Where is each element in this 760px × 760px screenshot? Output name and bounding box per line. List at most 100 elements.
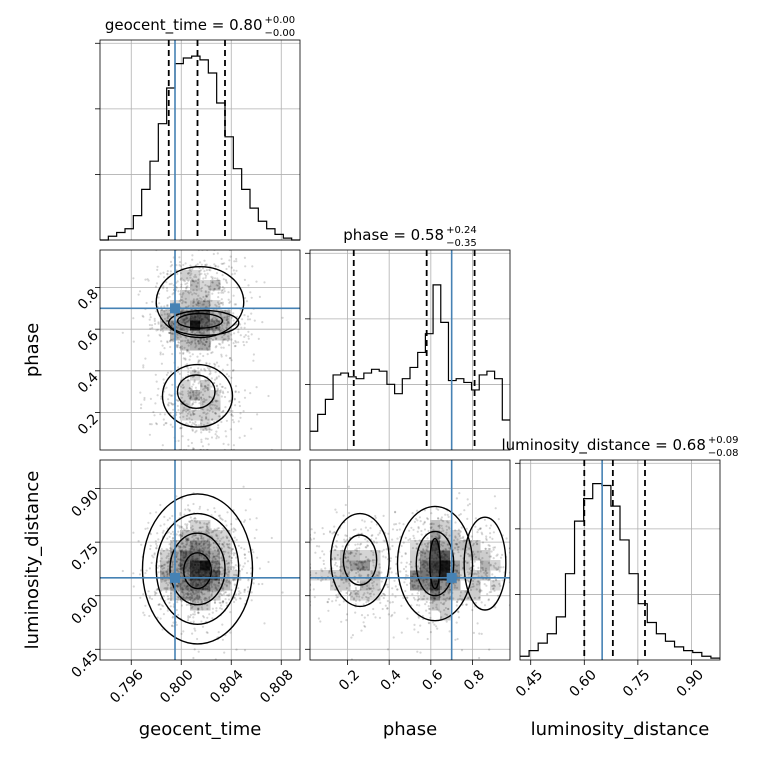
sample-point (200, 534, 203, 538)
sample-point (201, 403, 204, 406)
sample-point (204, 572, 207, 575)
sample-point (206, 562, 209, 565)
sample-point (505, 537, 508, 540)
sample-point (345, 534, 348, 538)
sample-point (211, 611, 214, 614)
sample-point (441, 567, 445, 570)
sample-point (191, 573, 194, 576)
sample-point (210, 593, 213, 596)
sample-point (329, 531, 332, 534)
sample-point (171, 537, 174, 540)
sample-point (258, 295, 261, 298)
sample-point (169, 549, 172, 552)
sample-point (214, 265, 217, 268)
sample-point (149, 316, 152, 319)
sample-point (456, 600, 459, 603)
sample-point (180, 277, 183, 280)
sample-point (350, 569, 353, 572)
sample-point (166, 403, 170, 406)
sample-point (235, 260, 238, 263)
sample-point (440, 543, 443, 546)
sample-point (251, 265, 254, 268)
sample-point (392, 636, 395, 639)
sample-point (215, 326, 218, 330)
density-bin (200, 540, 211, 551)
sample-point (228, 400, 231, 403)
sample-point (219, 343, 222, 346)
sample-point (387, 532, 390, 535)
sample-point (186, 588, 189, 591)
sample-point (181, 435, 184, 438)
sample-point (203, 567, 206, 571)
panel-border (99, 39, 301, 241)
sample-point (197, 393, 200, 396)
sample-point (484, 547, 487, 550)
panel-background (100, 40, 300, 240)
sample-point (201, 526, 204, 529)
sample-point (192, 546, 195, 549)
sample-point (181, 581, 184, 584)
sample-point (180, 559, 183, 562)
sample-point (229, 357, 232, 360)
sample-point (207, 570, 210, 573)
sample-point (422, 563, 425, 566)
sample-point (168, 312, 171, 316)
sample-point (365, 595, 368, 599)
sample-point (187, 444, 190, 448)
sample-point (162, 418, 165, 421)
sample-point (225, 373, 229, 376)
sample-point (189, 276, 192, 279)
sample-point (385, 548, 388, 551)
sample-point (192, 548, 195, 551)
sample-point (455, 571, 458, 574)
sample-point (196, 594, 199, 598)
sample-point (163, 574, 166, 577)
sample-point (185, 596, 188, 599)
sample-point (208, 285, 211, 288)
sample-point (429, 523, 432, 526)
sample-point (180, 310, 184, 313)
sample-point (238, 436, 241, 439)
sample-point (479, 588, 482, 591)
sample-point (189, 274, 192, 277)
sample-point (165, 548, 168, 551)
density-bin (190, 270, 201, 281)
sample-point (378, 531, 381, 535)
sample-point (213, 277, 217, 280)
sample-point (455, 569, 459, 572)
sample-point (195, 561, 198, 564)
sample-point (456, 569, 459, 572)
sample-point (434, 593, 437, 596)
sample-point (194, 273, 197, 277)
sample-point (163, 523, 166, 526)
sample-point (378, 563, 381, 566)
density-bin (320, 570, 331, 581)
sample-point (439, 586, 442, 589)
sample-point (193, 563, 196, 566)
truth-marker (446, 572, 457, 583)
sample-point (187, 616, 190, 620)
sample-point (211, 418, 214, 421)
sample-point (420, 533, 423, 536)
sample-point (192, 447, 195, 450)
sample-point (220, 291, 223, 294)
sample-point (446, 568, 449, 571)
sample-point (190, 596, 193, 600)
sample-point (365, 601, 368, 604)
sample-point (191, 331, 194, 334)
sample-point (187, 392, 190, 395)
sample-point (360, 542, 363, 545)
sample-point (198, 320, 201, 323)
sample-point (482, 568, 485, 572)
sample-point (166, 548, 169, 551)
sample-point (227, 344, 231, 347)
sample-point (412, 573, 415, 576)
sample-point (200, 407, 204, 411)
sample-point (170, 264, 174, 267)
sample-point (453, 569, 456, 572)
sample-point (250, 333, 253, 336)
sample-point (424, 555, 427, 558)
sample-point (184, 592, 188, 595)
sample-point (178, 549, 181, 552)
